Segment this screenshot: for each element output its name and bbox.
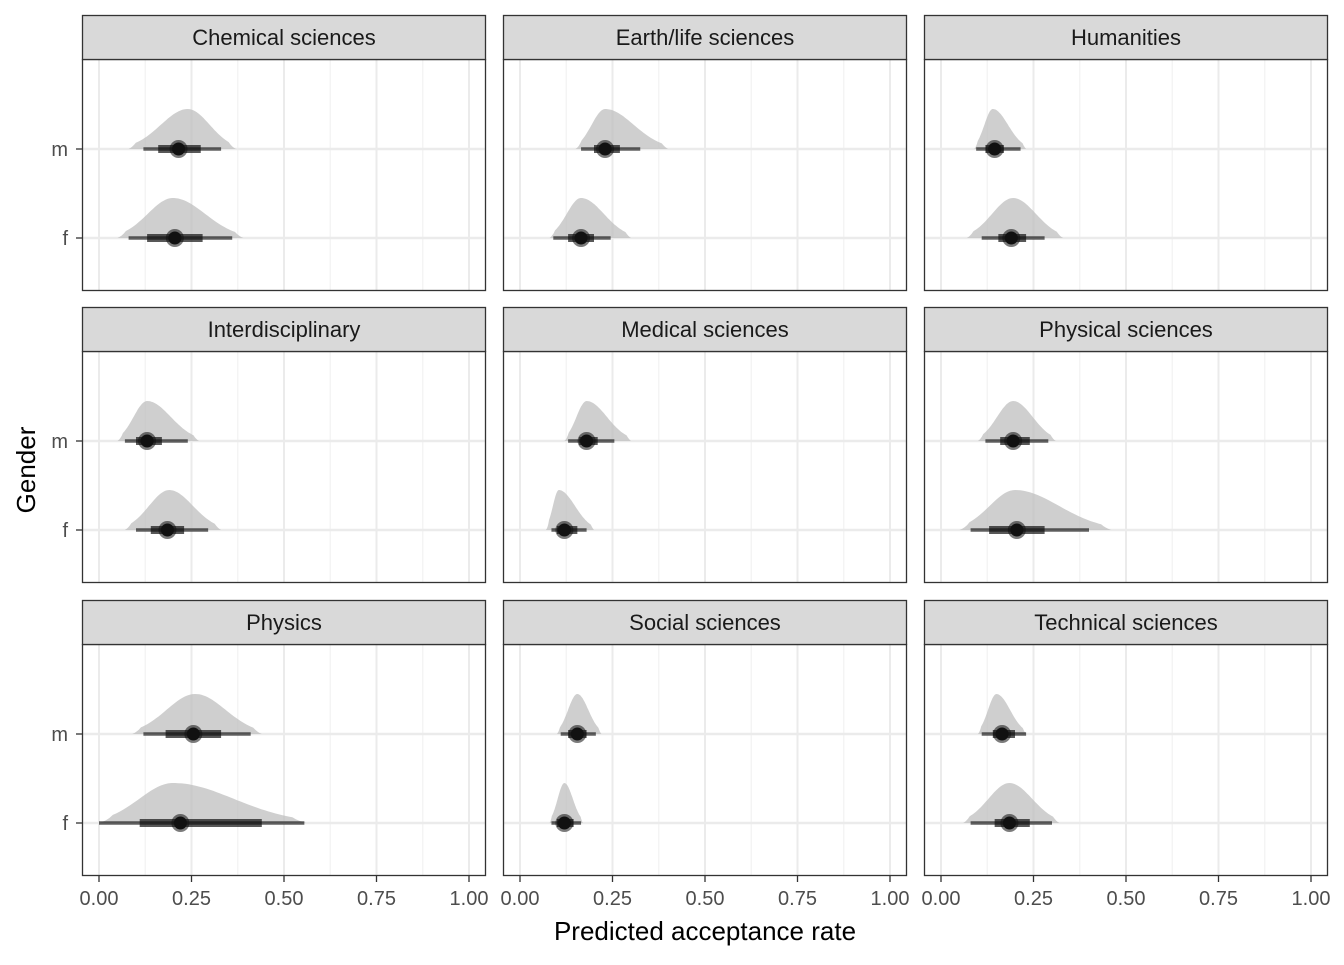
x-tick-label: 0.75 xyxy=(357,888,396,910)
median-point-m xyxy=(186,727,200,741)
facet-panel: Physical sciences xyxy=(923,306,1329,584)
density-slab-f xyxy=(545,490,594,530)
density-slab-f xyxy=(549,783,583,823)
median-point-m xyxy=(1006,434,1020,448)
facet-panel: Chemical sciences m f xyxy=(51,14,487,292)
facet-strip-label: Interdisciplinary xyxy=(208,317,361,342)
median-point-m xyxy=(570,727,584,741)
x-tick-label: 0.50 xyxy=(1107,888,1146,910)
median-point-f xyxy=(557,816,571,830)
facet-strip-label: Physics xyxy=(246,610,322,635)
median-point-f xyxy=(557,523,571,537)
x-tick-label: 1.00 xyxy=(1292,888,1331,910)
facet-strip xyxy=(502,306,908,353)
median-point-m xyxy=(172,142,186,156)
facet-strip-label: Physical sciences xyxy=(1039,317,1213,342)
density-slab-f xyxy=(966,198,1064,238)
facet-strip xyxy=(81,306,487,353)
y-axis-title: Gender xyxy=(11,426,41,513)
facet-strip xyxy=(923,14,1329,61)
facet-panel: Technical sciences 0.00 0.25 0.50 0.75 1.00 xyxy=(922,599,1331,910)
facet-strip-label: Chemical sciences xyxy=(192,25,375,50)
density-slab-m xyxy=(974,109,1027,149)
x-tick-label: 0.75 xyxy=(1199,888,1238,910)
density-slab-m xyxy=(575,109,668,149)
facet-panel: Physics m f 0.00 0.25 0.50 0.75 1.00 xyxy=(51,599,489,910)
median-point-m xyxy=(598,142,612,156)
density-slab-f xyxy=(963,783,1060,823)
facet-panel: Interdisciplinary m f xyxy=(51,306,487,584)
density-slab-f xyxy=(124,490,222,530)
density-slab-m xyxy=(564,401,631,441)
facet-strip-label: Social sciences xyxy=(629,610,781,635)
facet-strip xyxy=(502,599,908,646)
facet-strip-label: Medical sciences xyxy=(621,317,789,342)
x-axis-title: Predicted acceptance rate xyxy=(554,916,856,946)
density-slab-m xyxy=(557,694,602,734)
x-tick-label: 0.00 xyxy=(80,888,119,910)
density-slab-f xyxy=(549,198,631,238)
median-point-m xyxy=(995,727,1009,741)
facet-strip-label: Humanities xyxy=(1071,25,1181,50)
y-tick-label: m xyxy=(51,431,68,453)
x-tick-label: 0.50 xyxy=(265,888,304,910)
median-point-m xyxy=(580,434,594,448)
median-point-f xyxy=(173,816,187,830)
density-slab-m xyxy=(128,109,236,149)
x-tick-label: 0.25 xyxy=(593,888,632,910)
facet-strip xyxy=(502,14,908,61)
density-slab-m xyxy=(978,694,1027,734)
facet-panel: Social sciences 0.00 0.25 0.50 0.75 1.00 xyxy=(501,599,910,910)
x-tick-label: 0.00 xyxy=(922,888,961,910)
y-tick-label: f xyxy=(62,228,68,250)
y-tick-label: f xyxy=(62,520,68,542)
facet-strip xyxy=(81,599,487,646)
facet-strip xyxy=(81,14,487,61)
facet-strip xyxy=(923,599,1329,646)
median-point-f xyxy=(1002,816,1016,830)
median-point-f xyxy=(1010,523,1024,537)
facet-strip xyxy=(923,306,1329,353)
density-slab-f xyxy=(959,490,1112,530)
median-point-m xyxy=(988,142,1002,156)
facet-strip-label: Earth/life sciences xyxy=(616,25,795,50)
y-tick-label: m xyxy=(51,724,68,746)
facet-panel: Earth/life sciences xyxy=(502,14,908,292)
median-point-f xyxy=(574,231,588,245)
x-tick-label: 0.50 xyxy=(686,888,725,910)
facet-panel: Humanities xyxy=(923,14,1329,292)
median-point-f xyxy=(1004,231,1018,245)
median-point-f xyxy=(168,231,182,245)
density-slab-m xyxy=(132,694,262,734)
facet-strip-label: Technical sciences xyxy=(1034,610,1217,635)
x-tick-label: 0.25 xyxy=(1014,888,1053,910)
median-point-m xyxy=(140,434,154,448)
x-tick-label: 0.75 xyxy=(778,888,817,910)
density-slab-f xyxy=(99,783,307,823)
x-tick-label: 0.25 xyxy=(172,888,211,910)
y-tick-label: m xyxy=(51,139,68,161)
density-slab-m xyxy=(978,401,1056,441)
facet-panel: Medical sciences xyxy=(502,306,908,584)
x-tick-label: 1.00 xyxy=(871,888,910,910)
median-point-f xyxy=(160,523,174,537)
density-slab-f xyxy=(117,198,244,238)
y-tick-label: f xyxy=(62,813,68,835)
density-slab-m xyxy=(117,401,199,441)
x-tick-label: 1.00 xyxy=(450,888,489,910)
x-tick-label: 0.00 xyxy=(501,888,540,910)
